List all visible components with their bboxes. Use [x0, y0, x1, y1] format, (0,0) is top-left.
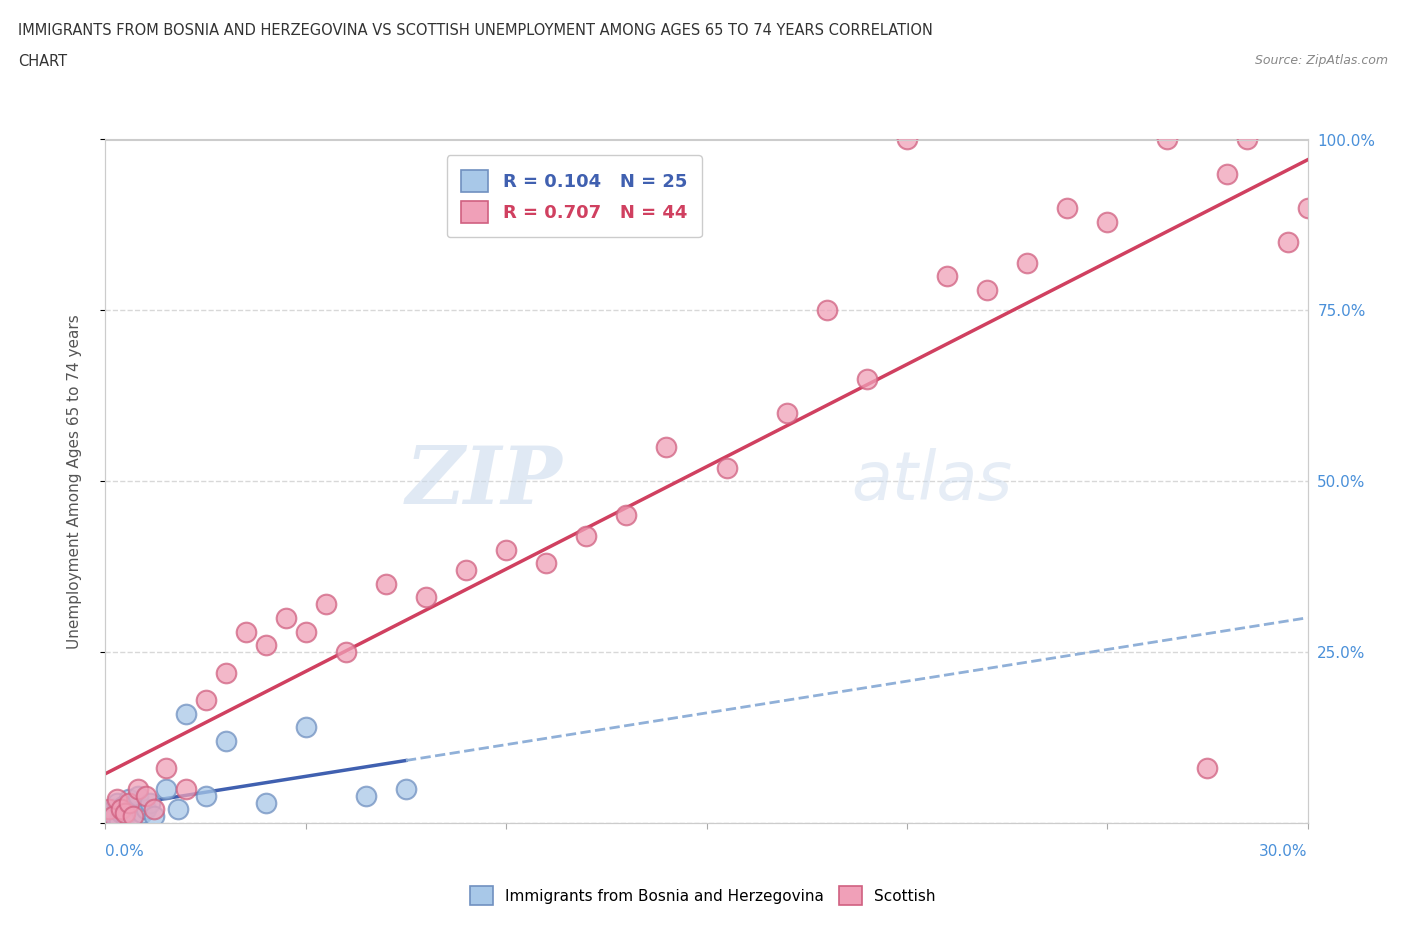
Point: [98, 802, 121, 817]
Point: [127, 781, 149, 796]
Point: [135, 802, 157, 817]
Point: [114, 805, 136, 820]
Point: [374, 577, 398, 591]
Point: [1197, 761, 1219, 776]
Point: [776, 405, 799, 420]
Point: [1056, 201, 1078, 216]
Point: [155, 761, 177, 776]
Point: [107, 795, 129, 810]
Point: [1296, 201, 1319, 216]
Point: [1097, 214, 1119, 229]
Text: atlas: atlas: [851, 448, 1012, 514]
Point: [1015, 255, 1038, 270]
Point: [103, 802, 125, 817]
Point: [655, 440, 678, 455]
Point: [110, 802, 132, 817]
Point: [142, 802, 165, 817]
Point: [716, 460, 738, 475]
Text: ZIP: ZIP: [405, 443, 562, 520]
Text: Source: ZipAtlas.com: Source: ZipAtlas.com: [1254, 54, 1388, 67]
Point: [166, 802, 188, 817]
Point: [127, 789, 149, 804]
Point: [936, 269, 959, 284]
Point: [815, 303, 838, 318]
Point: [114, 809, 136, 824]
Point: [1156, 132, 1178, 147]
Point: [855, 371, 877, 386]
Point: [174, 706, 197, 721]
Point: [107, 791, 129, 806]
Point: [155, 781, 177, 796]
Point: [1277, 234, 1299, 249]
Point: [112, 799, 135, 814]
Legend: Immigrants from Bosnia and Herzegovina, Scottish: Immigrants from Bosnia and Herzegovina, …: [464, 881, 942, 911]
Point: [495, 542, 517, 557]
Point: [110, 805, 132, 820]
Point: [274, 611, 297, 626]
Point: [976, 283, 998, 298]
Point: [534, 556, 557, 571]
Point: [135, 789, 157, 804]
Point: [174, 781, 197, 796]
Text: CHART: CHART: [18, 54, 67, 69]
Point: [575, 528, 598, 543]
Point: [194, 693, 217, 708]
Point: [235, 624, 257, 639]
Point: [122, 809, 145, 824]
Text: 30.0%: 30.0%: [1260, 844, 1308, 859]
Point: [295, 720, 318, 735]
Y-axis label: Unemployment Among Ages 65 to 74 years: Unemployment Among Ages 65 to 74 years: [67, 314, 82, 648]
Point: [142, 809, 165, 824]
Point: [103, 809, 125, 824]
Point: [122, 809, 145, 824]
Point: [395, 781, 418, 796]
Point: [354, 789, 377, 804]
Point: [214, 734, 236, 749]
Point: [415, 590, 437, 604]
Point: [118, 795, 141, 810]
Point: [214, 665, 236, 680]
Point: [896, 132, 918, 147]
Point: [131, 805, 153, 820]
Point: [335, 644, 357, 659]
Point: [1216, 166, 1239, 181]
Point: [100, 812, 122, 827]
Point: [108, 812, 131, 827]
Point: [118, 791, 141, 806]
Legend: R = 0.104   N = 25, R = 0.707   N = 44: R = 0.104 N = 25, R = 0.707 N = 44: [447, 155, 702, 237]
Point: [315, 597, 337, 612]
Point: [194, 789, 217, 804]
Text: IMMIGRANTS FROM BOSNIA AND HERZEGOVINA VS SCOTTISH UNEMPLOYMENT AMONG AGES 65 TO: IMMIGRANTS FROM BOSNIA AND HERZEGOVINA V…: [18, 23, 934, 38]
Point: [104, 809, 127, 824]
Point: [138, 795, 160, 810]
Point: [456, 563, 478, 578]
Point: [254, 795, 277, 810]
Point: [254, 638, 277, 653]
Point: [295, 624, 318, 639]
Point: [616, 508, 638, 523]
Text: 0.0%: 0.0%: [105, 844, 145, 859]
Point: [98, 805, 121, 820]
Point: [1236, 132, 1258, 147]
